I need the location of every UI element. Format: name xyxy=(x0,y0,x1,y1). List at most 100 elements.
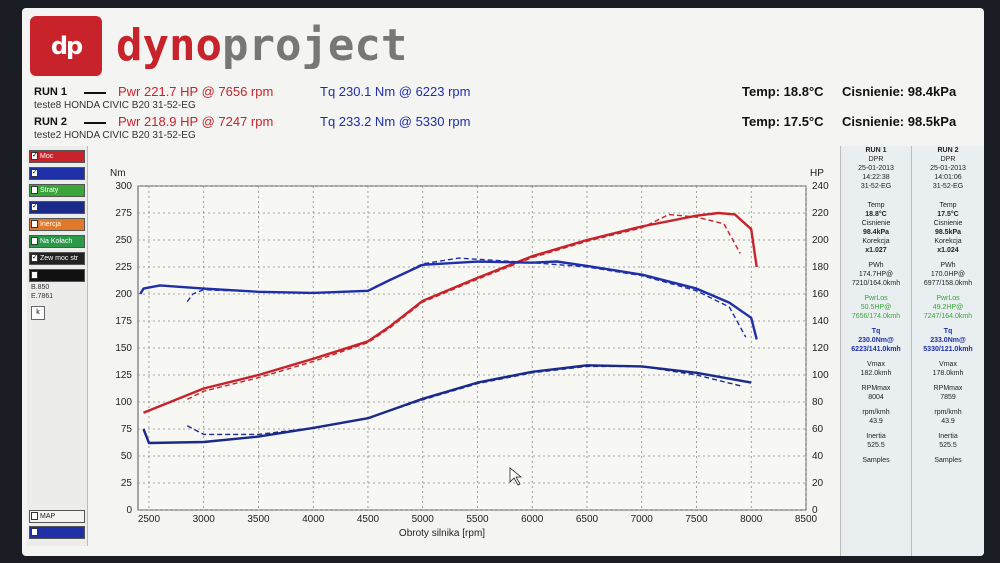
checkbox xyxy=(31,186,38,194)
y-right-tick-label: 220 xyxy=(812,208,829,219)
y-right-tick-label: 180 xyxy=(812,262,829,273)
detail-line: Inertia xyxy=(866,433,886,440)
y-right-tick-label: 80 xyxy=(812,397,824,408)
detail-line: 7656/174.0kmh xyxy=(851,313,901,320)
detail-line: Korekcja xyxy=(934,238,962,245)
series-toggle-label: Straty xyxy=(40,187,59,194)
detail-line: PWh xyxy=(868,262,884,269)
detail-line: Vmax xyxy=(867,361,885,368)
series-toggle-0[interactable]: ✓ Moc xyxy=(29,150,85,163)
run-row-1: RUN 1 Pwr 221.7 HP @ 7656 rpm Tq 230.1 N… xyxy=(30,84,970,116)
y-left-tick-label: 150 xyxy=(115,343,132,354)
detail-line: 31-52-EG xyxy=(932,183,964,190)
series-toggle-label: Inercja xyxy=(40,221,62,228)
detail-line: 14:22:38 xyxy=(862,174,890,181)
detail-line: x1.027 xyxy=(865,247,887,254)
detail-line: 8004 xyxy=(868,394,884,401)
series-toggle-label: Zew moc str xyxy=(40,255,79,262)
run-details-panel: RUN 1 DPR 25-01-2013 14:22:38 31-52-EG Temp 18… xyxy=(840,146,984,556)
detail-line: RPMmax xyxy=(933,385,963,392)
y-right-tick-label: 100 xyxy=(812,370,829,381)
detail-line: 525.5 xyxy=(867,442,885,449)
detail-line: Samples xyxy=(862,457,890,464)
detail-line: 49.2HP@ xyxy=(932,304,964,311)
detail-line: 25-01-2013 xyxy=(858,165,894,172)
dyno-chart: 2500 3000 3500 4000 4500 5000 5500 6000 6500 7000… xyxy=(88,146,840,546)
detail-line: 98.4kPa xyxy=(862,229,890,236)
detail-line: 6977/158.0kmh xyxy=(923,280,973,287)
x-tick-label: 8500 xyxy=(795,514,818,525)
brand-name-part1: dyno xyxy=(116,20,222,71)
detail-line: Cisnienie xyxy=(933,220,963,227)
series-toggle-6[interactable]: ✓ Zew moc str xyxy=(29,252,85,265)
detail-line: Korekcja xyxy=(862,238,890,245)
series-toggle-4[interactable]: Inercja xyxy=(29,218,85,231)
logo-icon: dp xyxy=(30,16,102,76)
detail-line: 43.9 xyxy=(869,418,883,425)
detail-line: 14:01:06 xyxy=(934,174,962,181)
series-line-0 xyxy=(143,211,758,414)
series-toggle-7[interactable] xyxy=(29,269,85,282)
x-tick-label: 8000 xyxy=(740,514,763,525)
x-tick-label: 7000 xyxy=(631,514,654,525)
run-temp: Temp: 17.5°C xyxy=(742,114,824,129)
y-left-tick-label: 75 xyxy=(121,424,133,435)
checkbox xyxy=(31,220,38,228)
run-label: RUN 2 xyxy=(34,116,68,128)
run-line-sample xyxy=(84,122,106,124)
detail-line: rpm/kmh xyxy=(934,409,962,416)
y-left-tick-label: 300 xyxy=(115,181,132,192)
series-toggle-3[interactable]: ✓ xyxy=(29,201,85,214)
detail-line: 7247/164.0kmh xyxy=(923,313,973,320)
detail-line: 7859 xyxy=(940,394,956,401)
series-toggle-2[interactable]: Straty xyxy=(29,184,85,197)
detail-line: 7210/164.0kmh xyxy=(851,280,901,287)
y-left-tick-label: 0 xyxy=(126,505,132,516)
detail-line: Inertia xyxy=(938,433,958,440)
detail-line: RUN 2 xyxy=(937,147,959,154)
y-right-tick-label: 120 xyxy=(812,343,829,354)
k-button[interactable]: k xyxy=(31,306,45,320)
y-left-tick-label: 200 xyxy=(115,289,132,300)
detail-line: PwrLos xyxy=(936,295,960,302)
map-color-toggle[interactable] xyxy=(29,526,85,539)
detail-line: DPR xyxy=(868,156,884,163)
x-tick-label: 4000 xyxy=(302,514,325,525)
detail-line: 525.5 xyxy=(939,442,957,449)
run-pressure: Cisnienie: 98.5kPa xyxy=(842,114,957,129)
run-power: Pwr 218.9 HP @ 7247 rpm xyxy=(118,114,274,129)
y-left-tick-label: 175 xyxy=(115,316,132,327)
run2-details: RUN 2 DPR 25-01-2013 14:01:06 31-52-EG Temp 17… xyxy=(913,146,983,556)
detail-line: 5330/121.0kmh xyxy=(923,346,973,353)
detail-line: 170.0HP@ xyxy=(930,271,966,278)
detail-line xyxy=(841,191,911,195)
run-subtitle: teste2 HONDA CIVIC B20 31-52-EG xyxy=(34,130,196,141)
detail-line: 25-01-2013 xyxy=(930,165,966,172)
detail-line: Vmax xyxy=(939,361,957,368)
series-toggle-1[interactable]: ✓ xyxy=(29,167,85,180)
run-torque: Tq 230.1 Nm @ 6223 rpm xyxy=(320,84,471,99)
y-left-tick-label: 275 xyxy=(115,208,132,219)
run-power: Pwr 221.7 HP @ 7656 rpm xyxy=(118,84,274,99)
mouse-cursor-icon xyxy=(509,467,523,486)
detail-line: 18.8°C xyxy=(865,211,887,218)
checkbox: ✓ xyxy=(31,254,38,262)
x-tick-label: 4500 xyxy=(357,514,380,525)
detail-line xyxy=(913,191,983,195)
detail-line: Samples xyxy=(934,457,962,464)
series-line-3 xyxy=(186,257,747,338)
y-left-tick-label: 225 xyxy=(115,262,132,273)
x-tick-label: 3500 xyxy=(247,514,270,525)
series-toggle-label: Na Kołach xyxy=(40,238,73,245)
detail-line: DPR xyxy=(940,156,956,163)
detail-line: 233.0Nm@ xyxy=(930,337,966,344)
y-left-tick-label: 25 xyxy=(121,478,133,489)
map-toggle[interactable]: MAP xyxy=(29,510,85,523)
right-axis-unit: HP xyxy=(810,168,824,179)
detail-line: rpm/kmh xyxy=(862,409,890,416)
y-right-tick-label: 0 xyxy=(812,505,818,516)
detail-line: PWh xyxy=(940,262,956,269)
x-tick-label: 6500 xyxy=(576,514,599,525)
detail-line: x1.024 xyxy=(937,247,959,254)
series-toggle-5[interactable]: Na Kołach xyxy=(29,235,85,248)
